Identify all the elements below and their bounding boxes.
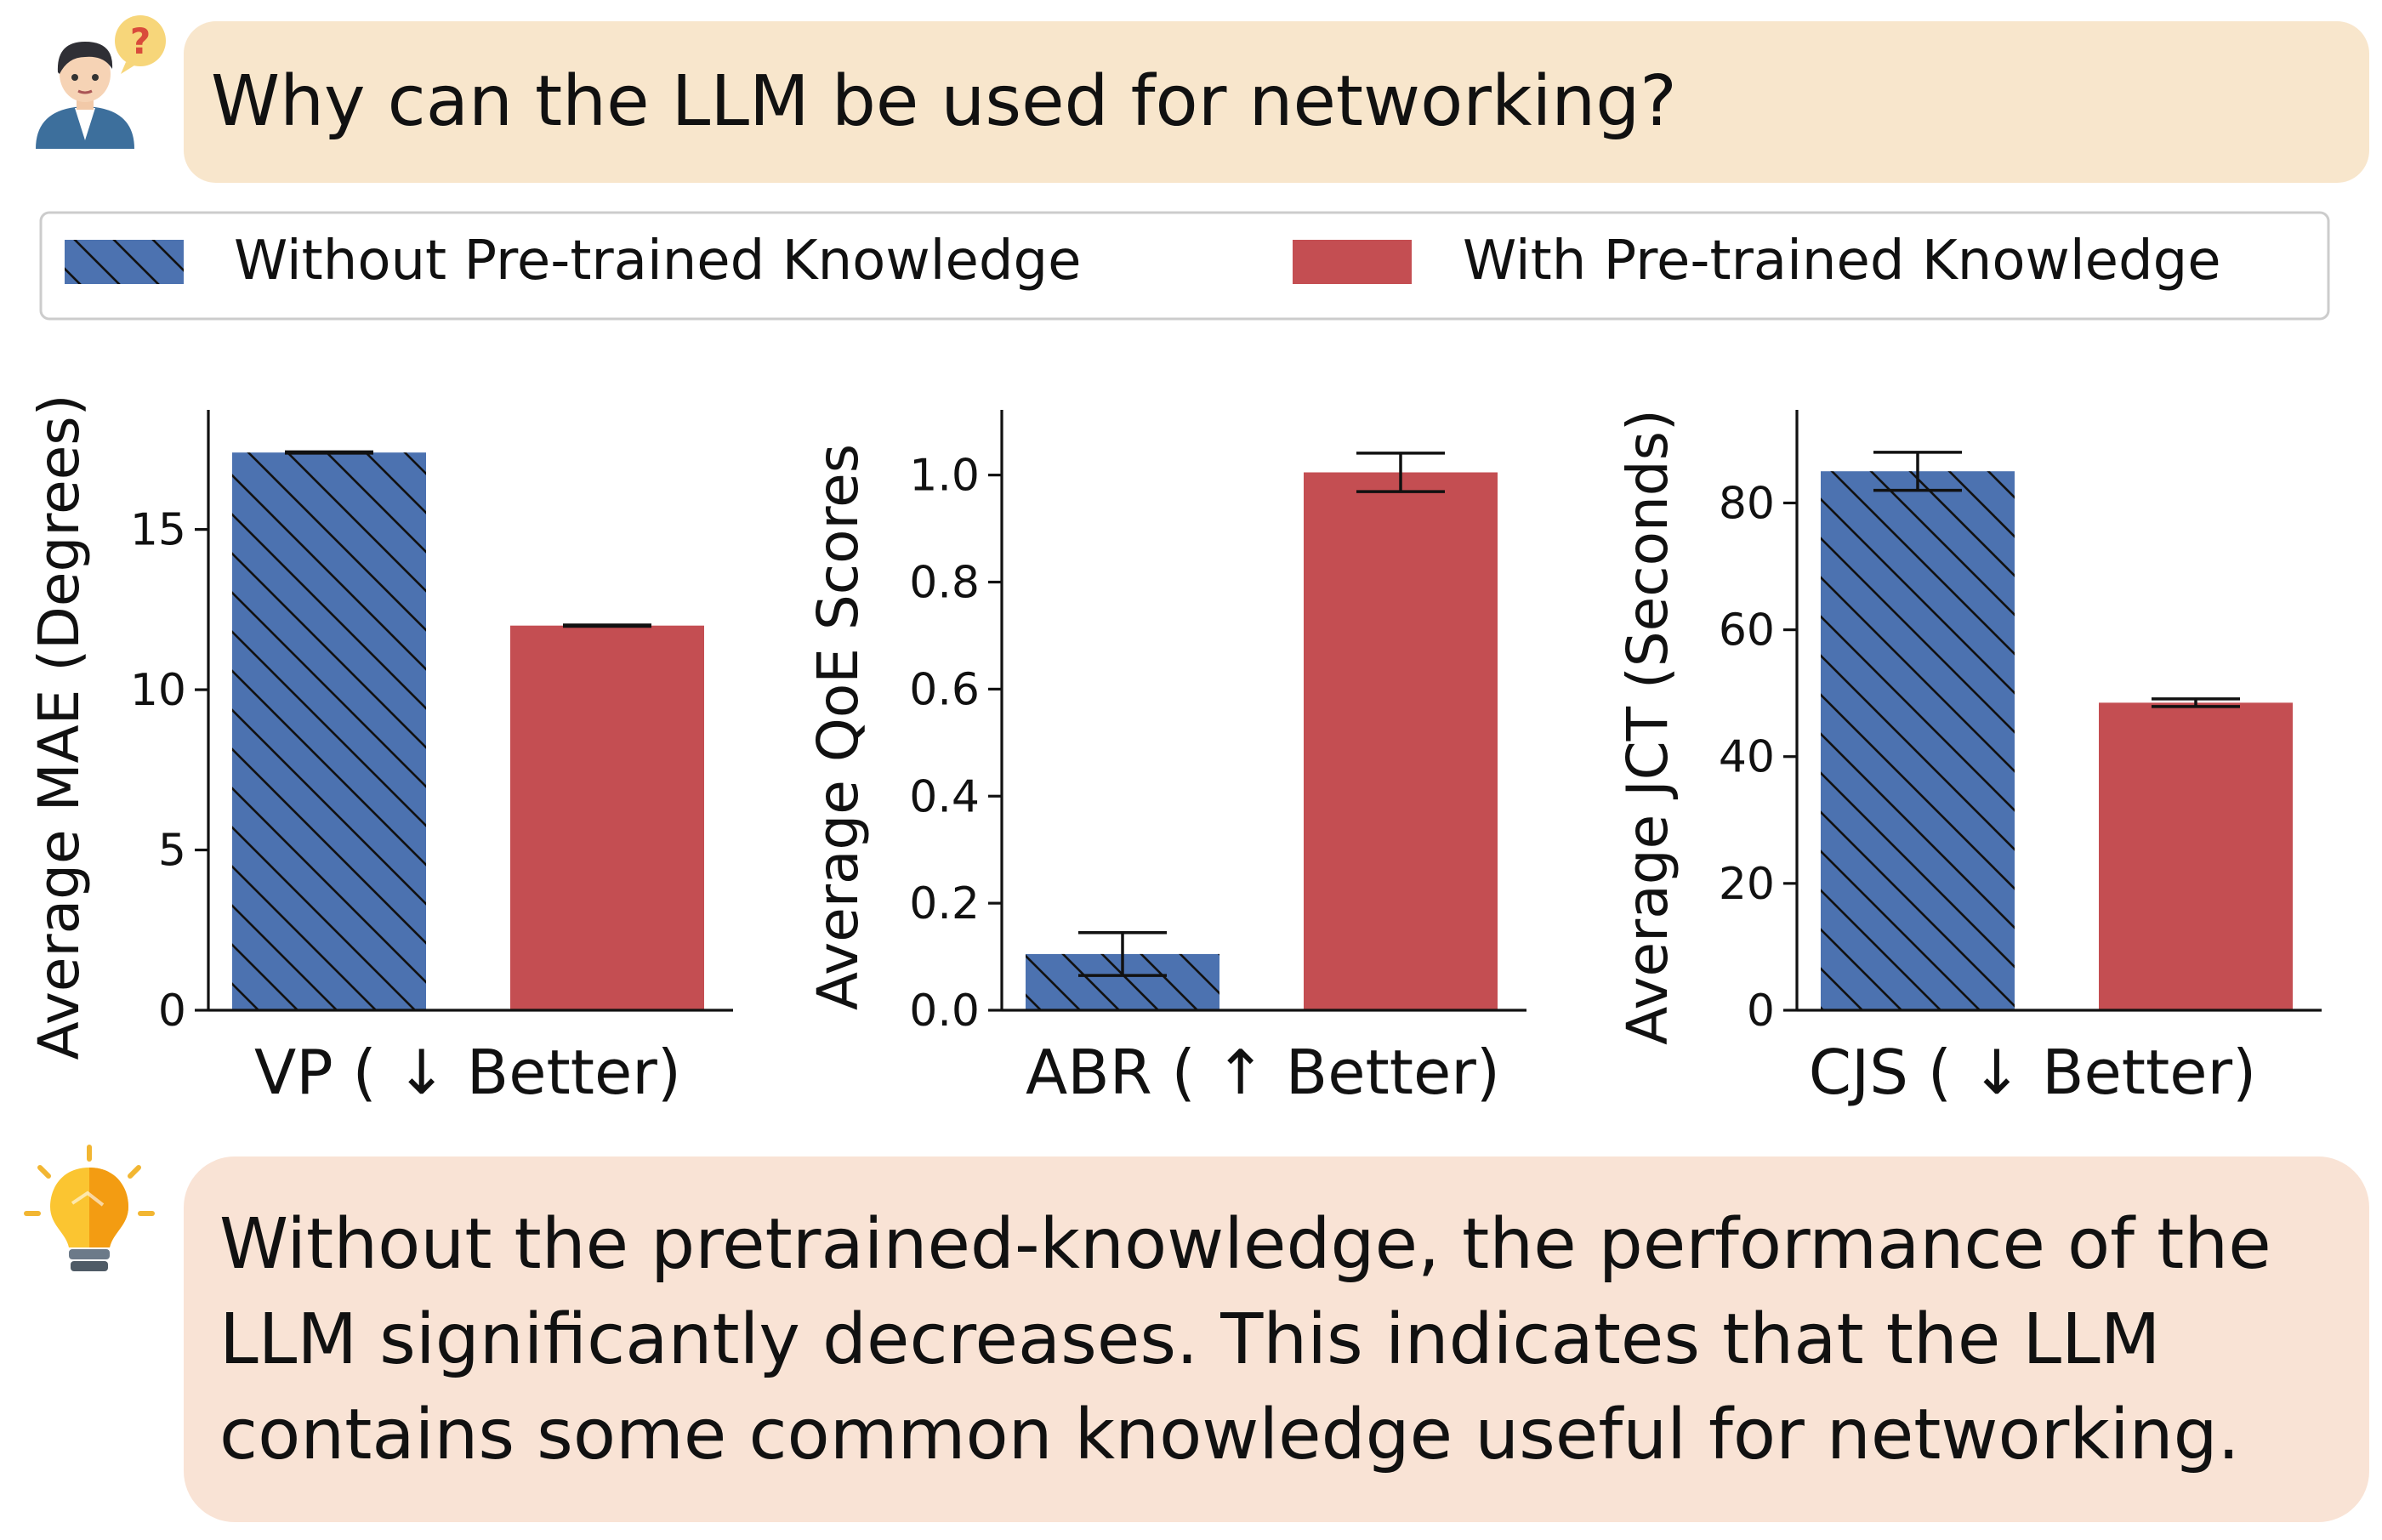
y-tick-label: 1.0 (909, 451, 980, 502)
y-tick-label: 10 (130, 665, 186, 716)
y-tick-label: 0.0 (909, 986, 980, 1037)
error-bar (1873, 451, 1962, 492)
bar-with (1304, 472, 1498, 1010)
y-tick-label: 0 (158, 986, 186, 1037)
y-tick-label: 0 (1747, 986, 1775, 1037)
y-axis-label: Average QoE Scores (805, 444, 871, 1010)
lightbulb-icon (24, 1145, 155, 1271)
error-bar (285, 450, 373, 455)
answer-line: Without the pretrained-knowledge, the pe… (219, 1204, 2271, 1285)
y-tick-label: 0.8 (909, 558, 980, 609)
bar-with (510, 625, 704, 1010)
y-tick-label: 0.2 (909, 878, 980, 929)
y-tick-label: 15 (130, 505, 186, 556)
y-axis-label: Average JCT (Seconds) (1615, 409, 1680, 1045)
chart-vp: 0 5 10 15 Average MAE (Degrees) VP ( ↓ Better… (26, 395, 733, 1108)
legend-swatch-hatch (65, 240, 184, 284)
y-tick-label: 20 (1719, 859, 1775, 910)
error-bar (1356, 452, 1445, 493)
legend-box (39, 211, 2330, 321)
bar-hatch (1821, 471, 2015, 1010)
y-tick-label: 40 (1719, 732, 1775, 783)
error-bar (1078, 930, 1167, 977)
charts-area: Without Pre-trained Knowledge With Pre-t… (26, 211, 2330, 1108)
chart-abr: 0.0 0.2 0.4 0.6 0.8 1.0 Average QoE Scores ABR … (805, 410, 1526, 1108)
legend-label-without: Without Pre-trained Knowledge (234, 230, 1081, 293)
y-tick-label: 5 (158, 826, 186, 877)
bar-with (2099, 702, 2293, 1010)
y-tick-label: 60 (1719, 605, 1775, 656)
legend-label-with: With Pre-trained Knowledge (1463, 230, 2221, 293)
y-tick-label: 0.4 (909, 771, 980, 822)
legend-swatch-with (1293, 240, 1412, 284)
chart-cjs: 0 20 40 60 80 Average JCT (Seconds) CJS ( ↓ Be… (1615, 409, 2322, 1108)
answer-line: contains some common knowledge useful fo… (219, 1395, 2240, 1475)
y-axis-label: Average MAE (Degrees) (26, 395, 92, 1060)
y-tick-label: 0.6 (909, 664, 980, 715)
bar-hatch (232, 452, 426, 1010)
answer-text: Without the pretrained-knowledge, the pe… (219, 1197, 2328, 1483)
legend: Without Pre-trained Knowledge With Pre-t… (39, 211, 2330, 321)
question-text: Why can the LLM be used for networking? (211, 61, 1677, 142)
y-tick-label: 80 (1719, 478, 1775, 529)
answer-bubble: Without the pretrained-knowledge, the pe… (184, 1156, 2369, 1522)
x-axis-label: ABR ( ↑ Better) (1026, 1037, 1500, 1108)
x-axis-label: CJS ( ↓ Better) (1809, 1037, 2256, 1108)
answer-line: LLM significantly decreases. This indica… (219, 1299, 2161, 1380)
error-bar (563, 623, 651, 628)
person-question-icon: ? (36, 15, 166, 149)
question-bubble: Why can the LLM be used for networking? (184, 21, 2369, 183)
error-bar (2152, 697, 2240, 708)
x-axis-label: VP ( ↓ Better) (254, 1037, 681, 1108)
svg-text:?: ? (130, 20, 151, 62)
